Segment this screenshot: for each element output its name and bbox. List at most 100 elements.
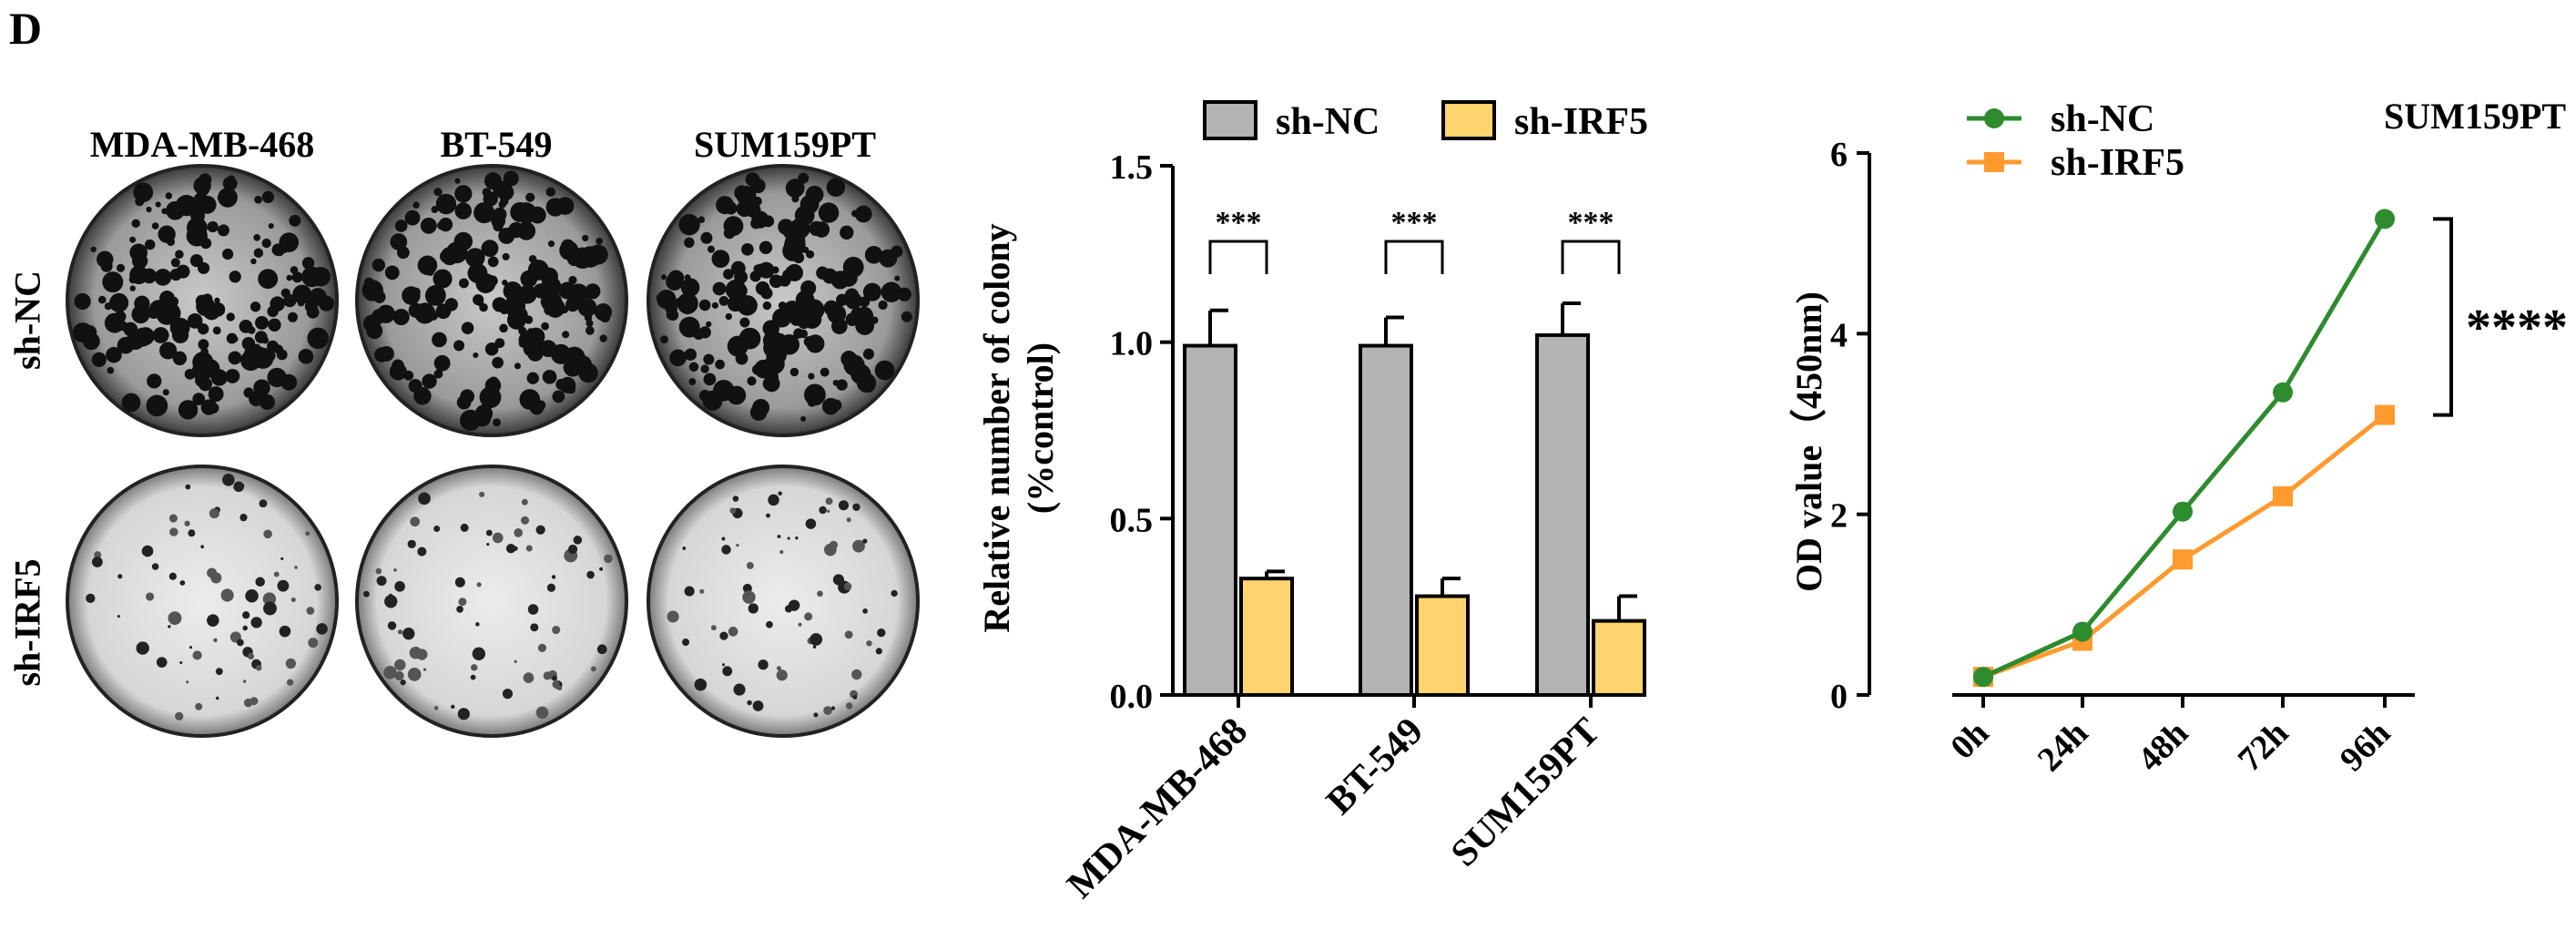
- colony-dot: [418, 492, 431, 506]
- colony-dot: [410, 516, 421, 527]
- colony-dot: [565, 383, 576, 394]
- colony-dot: [403, 370, 414, 381]
- colony-dot: [694, 678, 708, 691]
- colony-dot: [706, 321, 712, 328]
- colony-dot: [666, 272, 684, 291]
- colony-dot: [289, 214, 301, 227]
- colony-dot: [825, 497, 833, 506]
- colony-dot: [777, 535, 781, 538]
- colony-dot: [844, 630, 853, 639]
- colony-dot: [394, 659, 406, 671]
- colony-dot: [758, 659, 769, 670]
- colony-dot: [667, 610, 679, 623]
- colony-dot: [820, 367, 830, 377]
- colony-dot: [722, 666, 733, 677]
- colony-dot: [762, 215, 775, 228]
- colony-dot: [286, 274, 293, 281]
- colony-dot: [547, 240, 555, 248]
- colony-dot: [245, 588, 259, 603]
- bar-x-tick-label: SUM159PT: [1443, 710, 1608, 875]
- colony-dot: [707, 245, 716, 253]
- colony-dot: [776, 669, 788, 681]
- colony-dot: [394, 670, 404, 681]
- colony-dot: [404, 209, 421, 226]
- colony-dot: [568, 275, 577, 285]
- colony-dot: [217, 224, 229, 237]
- colony-dot: [819, 506, 827, 515]
- colony-dot: [250, 617, 262, 628]
- colony-dot: [152, 327, 169, 343]
- colony-dot: [718, 296, 729, 306]
- colony-dot: [306, 305, 320, 319]
- colony-dot: [372, 258, 385, 272]
- colony-dot: [875, 648, 882, 655]
- colony-dot: [484, 342, 499, 356]
- colony-dot: [383, 666, 397, 679]
- colony-dot: [721, 536, 726, 541]
- colony-dot: [274, 246, 285, 257]
- colony-dot: [485, 529, 493, 536]
- colony-dot: [656, 293, 665, 302]
- colony-dot: [393, 567, 397, 572]
- colony-dot: [165, 192, 173, 199]
- colony-dot: [754, 359, 773, 379]
- colony-dot: [479, 302, 488, 312]
- point-sh-NC: [2173, 501, 2193, 522]
- colony-dot: [407, 668, 422, 681]
- bar-y-tick-label: 1.0: [1110, 325, 1154, 363]
- colony-dot: [599, 334, 607, 342]
- colony-dot: [392, 308, 410, 326]
- colony-dot: [243, 387, 254, 398]
- colony-dot: [141, 545, 154, 557]
- colony-dot: [766, 620, 773, 628]
- colony-dot: [725, 312, 732, 321]
- colony-dot: [534, 267, 545, 278]
- colony-dot: [669, 349, 687, 367]
- line-x-tick-label: 96h: [2333, 714, 2398, 780]
- colony-dot: [520, 516, 530, 525]
- colony-dot: [138, 247, 146, 255]
- colony-dot: [460, 523, 469, 532]
- colony-dot: [90, 246, 97, 252]
- colony-dot: [525, 192, 535, 202]
- col-label-mda-mb-468: MDA-MB-468: [89, 124, 315, 165]
- colony-dot: [417, 547, 427, 557]
- colony-dot: [291, 271, 303, 283]
- colony-dot: [800, 415, 807, 422]
- colony-dot: [91, 557, 103, 567]
- colony-dot: [552, 675, 557, 681]
- colony-dot: [546, 583, 556, 592]
- colony-dot: [533, 283, 548, 299]
- colony-dot: [74, 292, 91, 311]
- series-line-sh-IRF5: [1982, 413, 2387, 679]
- colony-dot: [566, 251, 582, 267]
- colony-dot: [733, 683, 746, 696]
- colony-dot: [750, 178, 766, 194]
- colony-dot: [136, 641, 149, 655]
- colony-dot: [111, 294, 127, 310]
- colony-dot: [85, 325, 93, 333]
- colony-dot: [175, 711, 184, 720]
- colony-dot: [703, 353, 715, 365]
- colony-dot: [832, 574, 845, 586]
- colony-dot: [471, 664, 478, 671]
- colony-dot: [131, 305, 150, 324]
- colony-dot: [741, 243, 754, 256]
- colony-dot: [599, 567, 604, 571]
- colony-dot: [514, 528, 524, 537]
- colony-dot: [661, 274, 667, 281]
- colony-dot: [667, 309, 679, 322]
- colony-dot: [518, 339, 528, 348]
- colony-dot: [308, 638, 319, 649]
- colony-dot: [582, 234, 589, 242]
- colony-dot: [793, 328, 804, 339]
- colony-dot: [699, 588, 705, 594]
- significance-bracket: [2433, 217, 2453, 417]
- colony-dot: [422, 302, 429, 310]
- colony-dot: [502, 689, 514, 700]
- colony-dot: [778, 491, 782, 495]
- colony-dot: [846, 517, 851, 523]
- line-x-tick-label: 0h: [1943, 714, 1996, 767]
- colony-dot: [300, 290, 309, 299]
- bar-x-tick-label: MDA-MB-468: [1059, 710, 1256, 907]
